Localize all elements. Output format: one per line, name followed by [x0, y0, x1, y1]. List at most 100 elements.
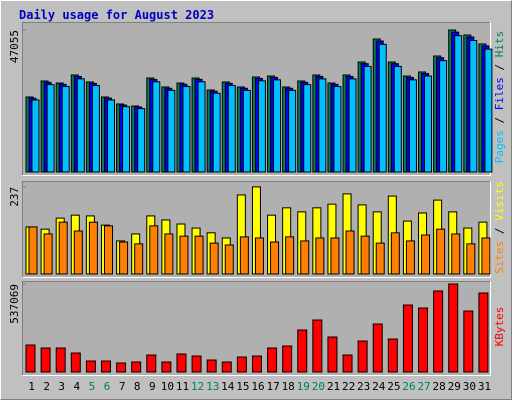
- x-tick-label: 7: [119, 380, 126, 393]
- bar: [224, 244, 234, 275]
- bar: [288, 89, 297, 173]
- bar: [439, 60, 448, 173]
- bar: [194, 235, 204, 275]
- bar: [318, 78, 327, 173]
- bar: [206, 359, 217, 373]
- bar: [164, 233, 174, 275]
- legend-entry: Pages: [493, 130, 506, 163]
- bar: [146, 354, 157, 373]
- bar: [73, 230, 83, 275]
- bar: [191, 355, 202, 373]
- bar: [131, 361, 142, 373]
- x-tick-label: 28: [433, 380, 446, 393]
- x-tick-label: 19: [297, 380, 310, 393]
- x-tick-label: 6: [104, 380, 111, 393]
- x-tick-label: 31: [478, 380, 491, 393]
- x-tick-label: 22: [342, 380, 355, 393]
- bar: [119, 241, 129, 275]
- bar: [448, 283, 459, 373]
- bar: [342, 354, 353, 373]
- legend-entry: Sites: [493, 241, 506, 274]
- legend: KBytes: [493, 307, 506, 347]
- bar: [227, 85, 236, 173]
- x-tick-label: 8: [134, 380, 141, 393]
- x-tick-label: 27: [417, 380, 430, 393]
- bar: [282, 345, 293, 373]
- x-tick-label: 17: [266, 380, 279, 393]
- bar: [134, 243, 144, 275]
- bar: [270, 241, 280, 275]
- bar: [273, 79, 282, 173]
- panel-bevel-dark: [22, 22, 490, 175]
- x-tick-label: 2: [43, 380, 50, 393]
- bar: [463, 310, 474, 373]
- bar: [330, 237, 340, 275]
- legend-separator: /: [493, 221, 506, 241]
- bar: [363, 65, 372, 173]
- y-tick-label: 537069: [8, 284, 21, 324]
- bar: [378, 43, 387, 173]
- legend-separator: /: [493, 57, 506, 77]
- bar: [212, 92, 221, 173]
- x-tick-label: 25: [387, 380, 400, 393]
- bar: [88, 221, 98, 275]
- bar: [345, 230, 355, 275]
- x-tick-label: 12: [191, 380, 204, 393]
- x-tick-label: 30: [463, 380, 476, 393]
- bar: [484, 48, 493, 173]
- x-tick-label: 10: [161, 380, 174, 393]
- bar: [251, 355, 262, 373]
- legend: Pages / Files / Hits: [493, 31, 506, 164]
- bar: [348, 78, 357, 173]
- bar: [106, 99, 115, 173]
- bar: [433, 290, 444, 373]
- bar: [149, 225, 159, 275]
- bar: [161, 361, 172, 373]
- bar: [176, 353, 187, 373]
- bar: [408, 79, 417, 173]
- bar: [236, 356, 247, 373]
- x-tick-label: 1: [28, 380, 35, 393]
- bar: [137, 108, 146, 173]
- bar: [257, 80, 266, 173]
- bar: [372, 323, 383, 373]
- bar: [31, 99, 40, 173]
- bar: [100, 360, 111, 373]
- chart-title: Daily usage for August 2023: [19, 8, 214, 22]
- bar: [418, 307, 429, 373]
- bar: [360, 235, 370, 275]
- bar: [357, 340, 368, 373]
- bar: [375, 242, 385, 275]
- x-tick-label: 9: [149, 380, 156, 393]
- bar: [424, 75, 433, 173]
- x-tick-label: 29: [448, 380, 461, 393]
- bar: [454, 35, 463, 173]
- x-tick-label: 15: [236, 380, 249, 393]
- x-tick-label: 14: [221, 380, 235, 393]
- bar: [103, 225, 113, 275]
- legend-entry: Files: [493, 77, 506, 110]
- bar: [393, 65, 402, 173]
- panel-bevel-dark: [22, 181, 490, 277]
- bar: [436, 228, 446, 275]
- legend-entry: KBytes: [493, 307, 506, 347]
- legend-separator: /: [493, 110, 506, 130]
- y-tick-label: 47055: [8, 30, 21, 63]
- bar: [116, 362, 127, 373]
- x-tick-label: 16: [251, 380, 264, 393]
- bar: [61, 86, 70, 173]
- x-tick-label: 24: [372, 380, 386, 393]
- bar: [40, 347, 51, 373]
- bar: [405, 240, 415, 275]
- bar: [43, 233, 53, 275]
- x-tick-label: 18: [282, 380, 295, 393]
- bar: [333, 86, 342, 173]
- legend-entry: Visits: [493, 181, 506, 221]
- legend: Sites / Visits: [493, 181, 506, 274]
- bar: [303, 84, 312, 173]
- x-tick-label: 21: [327, 380, 340, 393]
- bar: [28, 226, 38, 275]
